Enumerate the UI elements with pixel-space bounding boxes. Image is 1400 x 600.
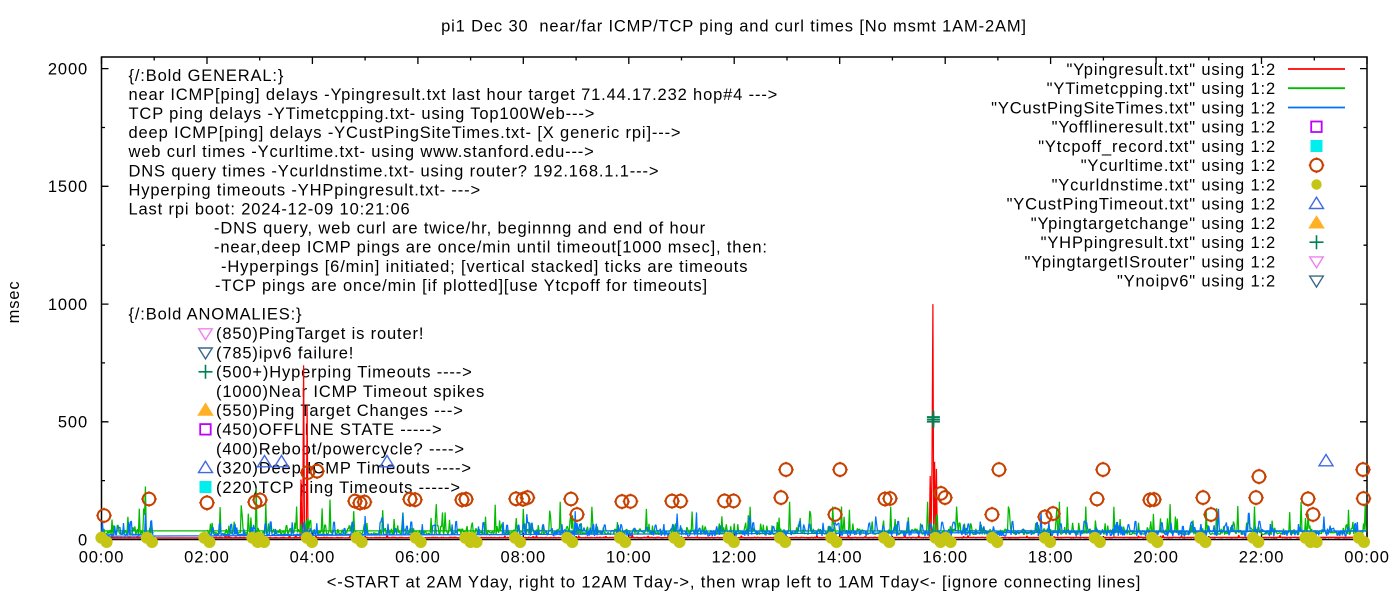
svg-text:1500: 1500 [48, 178, 88, 196]
svg-text:2000: 2000 [48, 60, 88, 78]
svg-text:(1000)Near ICMP Timeout spikes: (1000)Near ICMP Timeout spikes [216, 383, 485, 401]
svg-text:(220)TCP ping Timeouts ----->: (220)TCP ping Timeouts -----> [216, 479, 461, 497]
svg-text:04:00: 04:00 [290, 548, 336, 566]
svg-text:"Ycurldnstime.txt" using 1:2: "Ycurldnstime.txt" using 1:2 [1052, 176, 1276, 194]
svg-text:"Ypingresult.txt" using 1:2: "Ypingresult.txt" using 1:2 [1066, 61, 1276, 79]
svg-text:1000: 1000 [48, 296, 88, 314]
svg-text:10:00: 10:00 [606, 548, 652, 566]
svg-text:DNS query times -Ycurldnstime.: DNS query times -Ycurldnstime.txt- using… [129, 162, 660, 180]
svg-text:02:00: 02:00 [184, 548, 230, 566]
svg-text:-DNS query, web curl are twice: -DNS query, web curl are twice/hr, begin… [214, 220, 706, 238]
svg-text:-TCP pings are once/min [if pl: -TCP pings are once/min [if plotted][use… [215, 277, 708, 295]
svg-text:-near,deep ICMP pings are once: -near,deep ICMP pings are once/min until… [214, 239, 768, 257]
svg-text:pi1 Dec 30 near/far ICMP/TCP: pi1 Dec 30 near/far ICMP/TCP ping and cu… [441, 18, 1027, 36]
svg-text:TCP ping delays -YTimetcpping.: TCP ping delays -YTimetcpping.txt- using… [129, 105, 596, 123]
svg-text:(850)PingTarget is router!: (850)PingTarget is router! [216, 325, 424, 343]
svg-text:22:00: 22:00 [1239, 548, 1285, 566]
svg-text:"Ypingtargetchange" using 1:2: "Ypingtargetchange" using 1:2 [1031, 215, 1276, 233]
svg-text:500: 500 [58, 414, 88, 432]
svg-text:"Ytcpoff_record.txt" using 1:2: "Ytcpoff_record.txt" using 1:2 [1038, 138, 1276, 156]
svg-text:{/:Bold ANOMALIES:}: {/:Bold ANOMALIES:} [129, 305, 303, 323]
svg-text:12:00: 12:00 [711, 548, 757, 566]
svg-text:"Yofflineresult.txt" using 1:2: "Yofflineresult.txt" using 1:2 [1052, 119, 1276, 137]
svg-text:18:00: 18:00 [1028, 548, 1074, 566]
svg-text:"YHPpingresult.txt" using 1:2: "YHPpingresult.txt" using 1:2 [1041, 234, 1276, 252]
svg-text:{/:Bold GENERAL:}: {/:Bold GENERAL:} [129, 67, 285, 85]
svg-text:<-START at 2AM Yday, right to: <-START at 2AM Yday, right to 12AM Tday-… [327, 574, 1141, 592]
svg-text:(320)Deep ICMP Timeouts ---->: (320)Deep ICMP Timeouts ----> [216, 460, 472, 478]
svg-text:00:00: 00:00 [79, 548, 125, 566]
svg-text:"YCustPingTimeout.txt" using 1: "YCustPingTimeout.txt" using 1:2 [1007, 196, 1276, 214]
svg-text:Hyperping timeouts -YHPpingres: Hyperping timeouts -YHPpingresult.txt- -… [129, 181, 481, 199]
svg-text:deep ICMP[ping] delays -YCustP: deep ICMP[ping] delays -YCustPingSiteTim… [129, 124, 682, 142]
svg-text:(400)Reboot/powercycle? ---->: (400)Reboot/powercycle? ----> [216, 440, 465, 458]
svg-text:0: 0 [78, 531, 88, 549]
svg-text:06:00: 06:00 [395, 548, 441, 566]
svg-text:(450)OFFLINE STATE ----->: (450)OFFLINE STATE -----> [216, 421, 442, 439]
svg-text:16:00: 16:00 [922, 548, 968, 566]
svg-text:"YpingtargetISrouter" using 1:: "YpingtargetISrouter" using 1:2 [1025, 253, 1276, 271]
svg-text:08:00: 08:00 [501, 548, 547, 566]
svg-text:(550)Ping Target Changes --->: (550)Ping Target Changes ---> [216, 402, 464, 420]
svg-text:-Hyperpings [6/min] initiated;: -Hyperpings [6/min] initiated; [vertical… [221, 258, 748, 276]
svg-text:(785)ipv6 failure!: (785)ipv6 failure! [216, 344, 354, 362]
svg-text:web curl times -Ycurltime.txt-: web curl times -Ycurltime.txt- using www… [128, 143, 595, 161]
svg-text:(500+)Hyperping Timeouts ---->: (500+)Hyperping Timeouts ----> [216, 364, 473, 382]
svg-text:"YCustPingSiteTimes.txt" using: "YCustPingSiteTimes.txt" using 1:2 [991, 99, 1276, 117]
svg-text:near ICMP[ping] delays -Ypingr: near ICMP[ping] delays -Ypingresult.txt … [129, 86, 779, 104]
svg-text:"Ycurltime.txt" using 1:2: "Ycurltime.txt" using 1:2 [1081, 157, 1276, 175]
svg-text:20:00: 20:00 [1133, 548, 1179, 566]
svg-text:14:00: 14:00 [817, 548, 863, 566]
svg-text:Last rpi boot: 2024-12-09 10:2: Last rpi boot: 2024-12-09 10:21:06 [129, 201, 411, 219]
svg-text:"YTimetcpping.txt" using 1:2: "YTimetcpping.txt" using 1:2 [1047, 80, 1276, 98]
svg-text:00:00: 00:00 [1344, 548, 1390, 566]
svg-text:"Ynoipv6" using 1:2: "Ynoipv6" using 1:2 [1117, 273, 1276, 291]
svg-text:msec: msec [5, 281, 23, 324]
